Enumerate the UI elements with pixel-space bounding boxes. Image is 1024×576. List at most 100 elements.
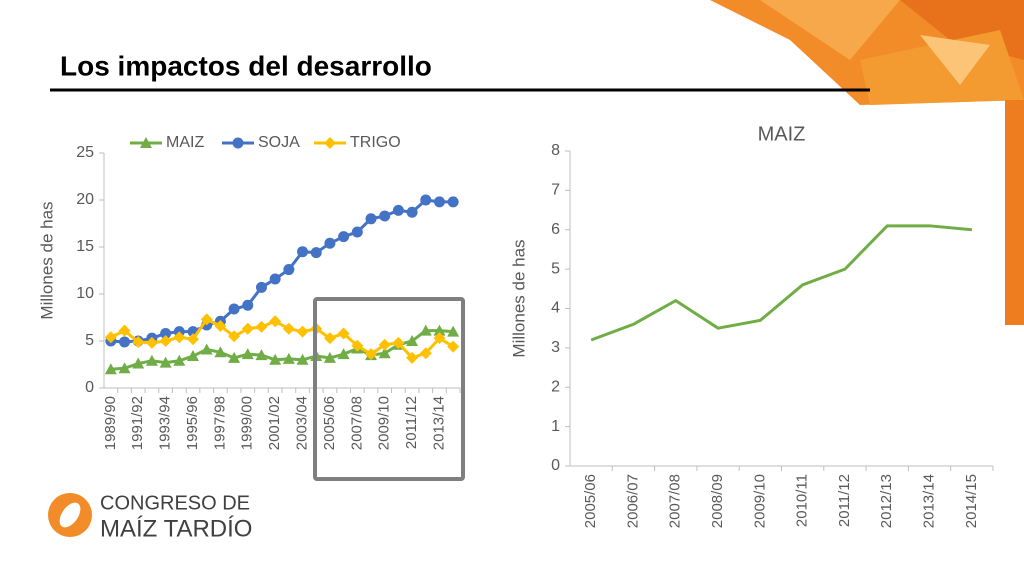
x-tick-label: 1999/00 — [239, 396, 256, 450]
marker — [323, 351, 336, 363]
x-tick-label: 2001/02 — [266, 396, 283, 450]
decoration — [710, 0, 1024, 325]
marker — [337, 348, 350, 360]
logo-line1: CONGRESO DE — [100, 492, 250, 514]
marker — [241, 322, 254, 335]
marker — [282, 322, 295, 335]
marker — [433, 332, 446, 345]
x-tick-label: 2013/14 — [921, 474, 938, 528]
marker — [173, 331, 186, 344]
marker — [338, 231, 350, 243]
marker — [214, 319, 227, 332]
marker — [323, 332, 336, 345]
marker — [228, 351, 241, 363]
marker — [433, 196, 445, 208]
x-tick-label: 2011/12 — [836, 474, 853, 527]
y-tick-label: 5 — [551, 260, 560, 277]
marker — [406, 335, 419, 346]
x-tick-label: 2007/08 — [348, 396, 365, 450]
legend-label: MAIZ — [166, 134, 204, 151]
marker — [173, 354, 186, 366]
marker — [447, 196, 459, 208]
x-tick-label: 1997/98 — [211, 396, 228, 450]
x-tick-label: 1995/96 — [184, 396, 201, 450]
y-tick-label: 1 — [551, 418, 560, 435]
x-tick-label: 2010/11 — [794, 474, 811, 527]
y-tick-label: 15 — [76, 238, 94, 255]
x-tick-label: 2011/12 — [403, 396, 420, 449]
marker — [187, 350, 199, 362]
legend-marker — [140, 137, 152, 148]
x-tick-label: 2006/07 — [624, 474, 641, 528]
marker — [104, 363, 117, 375]
x-tick-label: 2005/06 — [321, 396, 338, 450]
marker — [200, 313, 213, 326]
marker — [119, 336, 131, 348]
legend-label: SOJA — [258, 134, 300, 151]
highlight-box — [313, 297, 465, 481]
x-tick-label: 2005/06 — [582, 474, 599, 528]
y-tick-label: 3 — [551, 339, 560, 356]
y-tick-label: 10 — [76, 285, 94, 302]
marker — [378, 338, 391, 351]
y-tick-label: 6 — [551, 221, 560, 238]
marker — [145, 336, 158, 349]
legend-label: TRIGO — [350, 134, 401, 151]
marker — [282, 352, 295, 364]
marker — [200, 343, 213, 355]
marker — [296, 353, 309, 365]
x-tick-label: 2013/14 — [430, 396, 447, 450]
marker — [118, 362, 131, 374]
marker — [187, 333, 199, 346]
marker — [132, 357, 145, 369]
marker — [159, 356, 172, 368]
marker — [378, 347, 391, 359]
legend-marker — [324, 137, 336, 149]
y-tick-label: 2 — [551, 378, 560, 395]
marker — [145, 354, 158, 366]
marker — [296, 325, 309, 338]
marker — [118, 324, 131, 337]
y-tick-label: 25 — [76, 144, 94, 161]
logo: CONGRESO DE MAÍZ TARDÍO — [48, 492, 252, 542]
marker — [406, 351, 419, 364]
marker — [228, 330, 241, 343]
marker — [269, 353, 282, 365]
marker — [447, 325, 460, 337]
y-tick-label: 5 — [85, 332, 94, 349]
marker — [310, 247, 322, 259]
chart-title: MAIZ — [758, 123, 806, 145]
x-tick-label: 2009/10 — [751, 474, 768, 528]
marker — [365, 213, 377, 225]
x-tick-label: 1989/90 — [102, 396, 119, 450]
x-tick-label: 2009/10 — [376, 396, 393, 450]
y-tick-label: 0 — [85, 379, 94, 396]
marker — [228, 303, 240, 315]
y-tick-label: 8 — [551, 142, 560, 159]
y-axis-label: Millones de has — [37, 201, 56, 319]
marker — [337, 327, 350, 340]
marker — [351, 226, 363, 238]
marker — [132, 335, 145, 348]
marker — [351, 339, 364, 352]
series-line — [590, 224, 972, 342]
marker — [447, 340, 460, 353]
x-tick-label: 2003/04 — [294, 396, 311, 450]
x-tick-label: 1991/92 — [129, 396, 146, 450]
marker — [255, 281, 267, 293]
x-tick-label: 2014/15 — [963, 474, 980, 528]
x-tick-label: 1993/94 — [157, 396, 174, 450]
y-axis-label: Millones de has — [509, 239, 528, 357]
marker — [242, 299, 254, 311]
logo-line2: MAÍZ TARDÍO — [100, 515, 252, 542]
marker — [365, 348, 377, 361]
y-tick-label: 4 — [551, 300, 560, 317]
marker — [269, 273, 281, 285]
y-tick-label: 0 — [551, 457, 560, 474]
marker — [241, 348, 254, 360]
x-tick-label: 2007/08 — [667, 474, 684, 528]
y-tick-label: 7 — [551, 182, 560, 199]
marker — [392, 204, 404, 216]
marker — [379, 210, 391, 222]
